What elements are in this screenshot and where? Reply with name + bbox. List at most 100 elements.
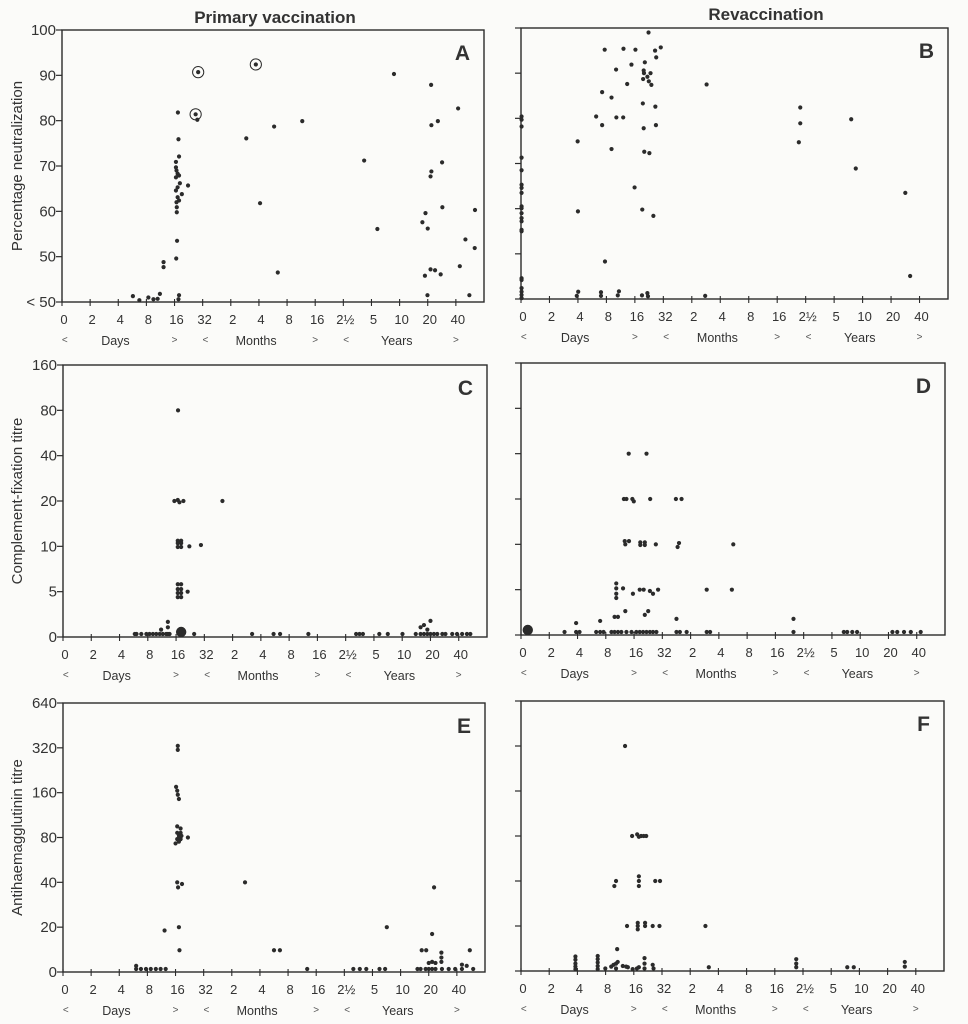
- period-close-bracket: >: [172, 335, 178, 346]
- period-label-months: Months: [696, 667, 737, 681]
- data-point: [460, 631, 465, 637]
- x-tick-label: 2½: [797, 645, 815, 660]
- period-close-bracket: >: [913, 1004, 919, 1015]
- data-point: [459, 966, 465, 972]
- data-point: [176, 796, 182, 802]
- data-point: [440, 631, 445, 637]
- x-tick-label: 4: [717, 645, 724, 660]
- period-label-days: Days: [102, 669, 130, 683]
- data-point: [429, 169, 434, 174]
- data-point: [595, 960, 600, 965]
- data-point: [257, 201, 263, 206]
- plot-frame: [520, 700, 945, 972]
- data-point: [791, 616, 796, 621]
- x-tick-label: 0: [61, 647, 68, 662]
- data-point: [377, 966, 382, 972]
- data-point: [613, 966, 619, 971]
- data-point: [439, 959, 444, 964]
- y-tick-label: 320: [32, 740, 57, 757]
- period-label-years: Years: [844, 331, 876, 345]
- period-label-months: Months: [238, 669, 279, 683]
- period-label-years: Years: [382, 1004, 414, 1018]
- data-point: [471, 966, 476, 972]
- data-point: [637, 587, 642, 592]
- data-point: [638, 542, 643, 548]
- data-point: [647, 151, 652, 156]
- period-label-days: Days: [561, 331, 589, 345]
- data-point: [467, 948, 472, 953]
- data-point: [519, 211, 524, 216]
- period-close-bracket: >: [454, 1005, 460, 1016]
- x-tick-label: 4: [576, 309, 583, 324]
- y-tick-label: 80: [40, 402, 57, 419]
- data-point: [439, 955, 444, 960]
- data-point: [853, 166, 858, 171]
- data-point: [195, 117, 200, 122]
- data-point: [138, 966, 144, 972]
- data-point: [179, 595, 184, 600]
- y-tick-label: 160: [32, 785, 57, 802]
- data-point: [175, 792, 180, 797]
- x-tick-label: 5: [830, 645, 837, 660]
- plot-frame: [62, 702, 486, 973]
- data-point: [430, 959, 435, 964]
- data-point: [625, 81, 630, 87]
- data-point: [598, 293, 604, 298]
- data-point: [165, 619, 170, 624]
- data-point: [653, 542, 658, 547]
- data-point: [641, 126, 646, 131]
- data-point: [573, 967, 578, 972]
- data-point: [181, 498, 186, 504]
- data-point: [177, 948, 182, 953]
- y-axis-title: Percentage neutralization: [9, 81, 26, 251]
- x-tick-label: 40: [451, 312, 465, 327]
- data-point: [220, 498, 225, 504]
- x-tick-label: 16: [630, 309, 644, 324]
- data-point: [849, 117, 854, 122]
- period-close-bracket: >: [631, 1004, 637, 1015]
- data-point: [615, 629, 621, 635]
- data-point: [636, 883, 641, 889]
- panel-letter: A: [455, 42, 470, 65]
- data-point: [679, 496, 684, 502]
- data-point: [176, 839, 182, 844]
- data-point: [464, 631, 470, 637]
- plot-frame: [61, 29, 485, 303]
- data-point: [161, 260, 166, 265]
- x-tick-label: 2: [230, 982, 237, 997]
- data-point: [174, 200, 179, 205]
- data-point-large: [522, 624, 533, 636]
- data-point: [439, 966, 445, 972]
- data-point: [573, 961, 578, 966]
- data-point: [676, 540, 682, 546]
- data-point: [193, 112, 198, 117]
- data-point: [472, 245, 477, 251]
- data-point: [614, 115, 619, 120]
- data-point: [157, 291, 163, 296]
- y-tick-label: 10: [40, 538, 57, 555]
- data-point: [453, 966, 458, 972]
- data-point: [651, 966, 656, 971]
- data-point: [384, 925, 389, 930]
- data-point: [175, 743, 180, 748]
- data-point: [621, 46, 626, 51]
- data-point: [575, 209, 581, 214]
- x-tick-label: 2: [548, 309, 555, 324]
- data-point: [644, 451, 649, 456]
- data-point: [902, 964, 907, 969]
- y-tick-label: 100: [31, 22, 56, 39]
- data-point: [175, 185, 180, 190]
- data-point: [250, 631, 255, 637]
- period-open-bracket: <: [346, 670, 352, 681]
- x-tick-label: 8: [747, 309, 754, 324]
- x-tick-label: 16: [311, 982, 325, 997]
- period-label-years: Years: [384, 669, 416, 683]
- data-point: [637, 629, 642, 635]
- data-point: [650, 591, 656, 596]
- x-tick-label: 20: [423, 982, 437, 997]
- data-point: [173, 188, 179, 193]
- data-point: [636, 874, 641, 879]
- data-point: [640, 207, 645, 212]
- data-point: [600, 90, 605, 95]
- x-tick-label: 8: [605, 309, 612, 324]
